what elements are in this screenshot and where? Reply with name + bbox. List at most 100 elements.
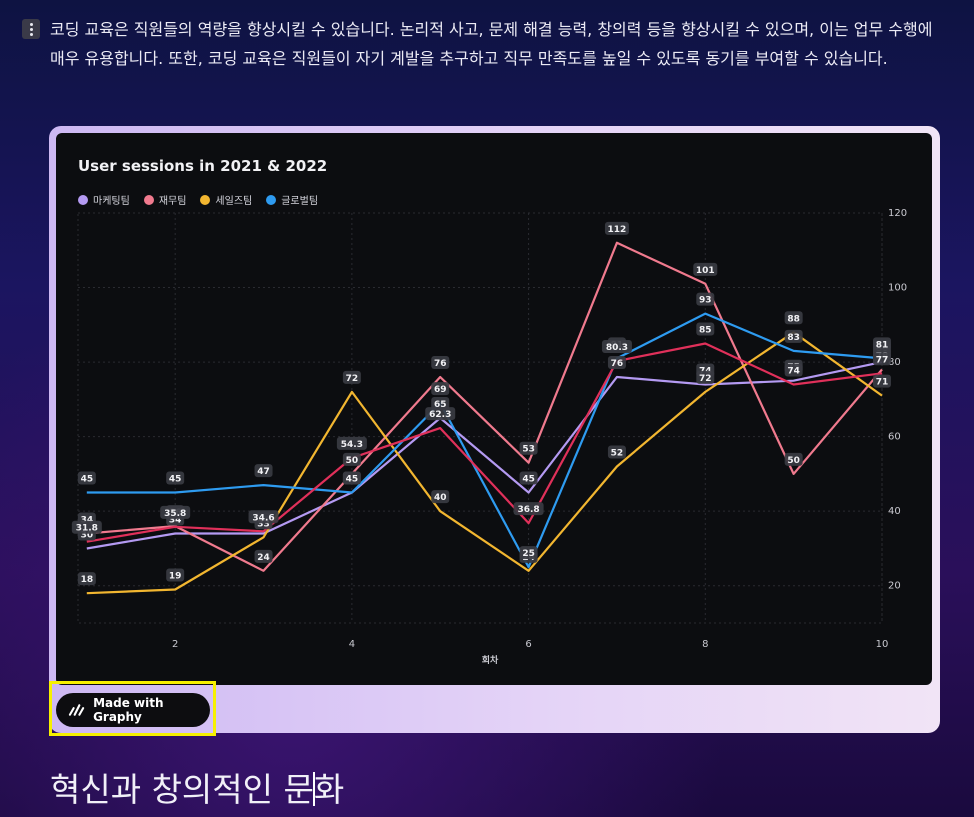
y-tick-label: 100 xyxy=(888,283,907,294)
legend-item[interactable]: 세일즈팀 xyxy=(200,192,252,207)
data-label: 72 xyxy=(699,374,712,384)
data-label: 34 xyxy=(169,516,182,526)
series-line xyxy=(86,241,883,572)
data-label: 77 xyxy=(876,355,889,365)
data-label: 101 xyxy=(696,266,715,276)
data-label-bg xyxy=(607,356,626,369)
legend-item[interactable]: 글로벌팀 xyxy=(266,192,318,207)
data-label-bg xyxy=(784,363,803,377)
data-label-bg xyxy=(431,356,450,369)
data-label: 31.8 xyxy=(76,524,98,534)
data-label-bg xyxy=(77,572,96,586)
x-tick-label: 2 xyxy=(172,639,178,650)
section-heading[interactable]: 혁신과 창의적인 문화 xyxy=(50,763,344,811)
data-label: 54.3 xyxy=(341,440,363,450)
data-label-bg xyxy=(784,311,803,325)
data-label: 88 xyxy=(787,314,800,324)
graphy-logo-icon xyxy=(68,704,85,716)
y-tick-label: 60 xyxy=(888,432,901,443)
data-label: 18 xyxy=(81,575,94,585)
data-label-bg xyxy=(342,471,361,485)
badge-label: Made with Graphy xyxy=(93,696,164,724)
chart-legend: 마케팅팀 재무팀 세일즈팀 글로벌팀 xyxy=(78,192,318,207)
y-tick-label: 80 xyxy=(888,357,901,368)
data-label-bg xyxy=(696,322,715,336)
data-label: 81 xyxy=(876,340,889,350)
x-tick-label: 8 xyxy=(702,639,708,650)
heading-text-after-caret: 화 xyxy=(313,770,345,809)
data-label-bg xyxy=(873,337,891,351)
data-label: 36.8 xyxy=(517,505,539,515)
data-label: 74 xyxy=(787,366,800,376)
data-label: 45 xyxy=(81,475,94,485)
line-chart: 20406080100120246810회차303434456545767475… xyxy=(71,208,907,666)
x-tick-label: 10 xyxy=(876,639,889,650)
data-label: 35.8 xyxy=(164,509,186,519)
data-label: 33 xyxy=(257,519,270,529)
data-label: 45 xyxy=(522,475,535,485)
data-label: 72 xyxy=(346,374,359,384)
series-line xyxy=(86,331,883,595)
data-label: 30 xyxy=(81,530,94,540)
x-tick-label: 6 xyxy=(525,639,531,650)
data-label-bg xyxy=(77,471,96,485)
y-tick-label: 20 xyxy=(888,581,901,592)
data-label-bg xyxy=(431,397,450,410)
legend-label: 글로벌팀 xyxy=(281,196,319,207)
heading-text-before-caret: 혁신과 창의적인 문 xyxy=(50,770,314,809)
data-label: 50 xyxy=(787,456,800,466)
data-label: 53 xyxy=(522,445,535,455)
data-label: 76 xyxy=(434,359,447,369)
data-label-bg xyxy=(342,452,361,466)
chart-container: User sessions in 2021 & 2022 마케팅팀 재무팀 세일즈팀… xyxy=(56,133,932,685)
data-label-bg xyxy=(513,502,544,516)
x-tick-label: 4 xyxy=(349,639,355,650)
y-tick-label: 40 xyxy=(888,506,901,517)
legend-swatch xyxy=(266,194,277,205)
badge-highlight-outline xyxy=(49,681,216,736)
legend-swatch xyxy=(143,194,154,205)
plot-area xyxy=(77,212,883,624)
data-label: 34.6 xyxy=(252,513,274,523)
data-label: 50 xyxy=(346,456,359,466)
data-label-bg xyxy=(71,520,102,534)
data-label-bg xyxy=(607,445,626,459)
data-label-bg xyxy=(160,505,191,519)
made-with-graphy-badge[interactable]: Made with Graphy xyxy=(56,693,210,727)
legend-swatch xyxy=(200,194,211,205)
data-label-bg xyxy=(336,436,367,450)
data-label: 80.3 xyxy=(606,343,628,353)
paragraph-text: 코딩 교육은 직원들의 역량을 향상시킬 수 있습니다. 논리적 사고, 문제 … xyxy=(50,20,933,68)
data-label: 47 xyxy=(257,467,270,477)
data-label: 69 xyxy=(434,385,447,395)
data-label-bg xyxy=(254,464,273,478)
data-label-bg xyxy=(431,382,450,396)
drag-handle-icon[interactable] xyxy=(22,19,40,39)
legend-item[interactable]: 재무팀 xyxy=(143,192,186,207)
data-label: 76 xyxy=(611,359,624,369)
data-label-bg xyxy=(873,352,891,366)
data-label: 45 xyxy=(169,475,182,485)
data-label-bg xyxy=(342,370,361,384)
series-line xyxy=(86,312,883,569)
data-label-bg xyxy=(425,407,456,421)
data-label-bg xyxy=(696,370,715,384)
data-label-bg xyxy=(784,452,803,466)
data-label: 71 xyxy=(876,378,889,388)
data-label: 45 xyxy=(346,475,359,485)
data-label: 19 xyxy=(169,571,182,581)
data-label: 52 xyxy=(611,448,624,458)
data-label: 24 xyxy=(257,553,270,563)
legend-swatch xyxy=(78,194,88,205)
data-label-bg xyxy=(431,490,450,504)
data-label: 112 xyxy=(608,225,627,235)
data-label-bg xyxy=(604,221,629,235)
data-label-bg xyxy=(873,374,891,388)
data-label-bg xyxy=(519,441,538,455)
data-label: 65 xyxy=(434,400,447,410)
data-label-bg xyxy=(696,292,715,306)
data-label: 34 xyxy=(81,516,94,526)
series-line xyxy=(86,342,883,543)
legend-item[interactable]: 마케팅팀 xyxy=(78,192,130,207)
data-label-bg xyxy=(519,471,538,485)
